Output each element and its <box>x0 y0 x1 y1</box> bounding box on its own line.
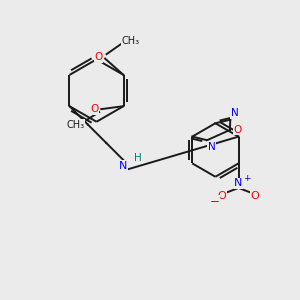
Text: −: − <box>210 195 220 208</box>
Text: CH₃: CH₃ <box>122 36 140 46</box>
Text: CH₃: CH₃ <box>66 120 84 130</box>
Text: +: + <box>243 174 250 183</box>
Text: H: H <box>134 154 142 164</box>
Text: N: N <box>234 178 243 188</box>
Text: N: N <box>119 161 128 171</box>
Text: N: N <box>208 142 215 152</box>
Text: O: O <box>233 125 242 135</box>
Text: O: O <box>94 52 103 62</box>
Text: N: N <box>231 108 239 118</box>
Text: O: O <box>250 191 259 201</box>
Text: O: O <box>218 191 226 201</box>
Text: O: O <box>91 104 99 114</box>
